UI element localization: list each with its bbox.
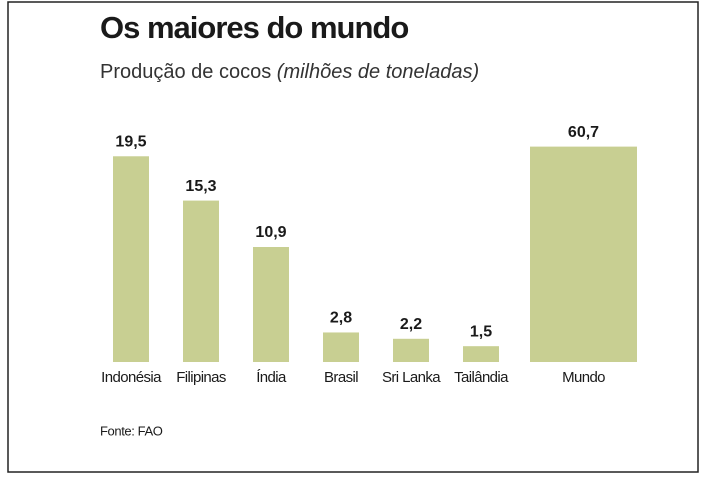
value-label: 19,5 <box>115 133 146 150</box>
bar <box>183 200 219 362</box>
x-tick-label: Índia <box>256 369 287 386</box>
value-label: 2,8 <box>330 310 352 327</box>
bar <box>530 146 637 362</box>
x-tick-label: Sri Lanka <box>382 369 441 386</box>
frame <box>7 1 699 473</box>
value-label: 2,2 <box>400 316 422 333</box>
value-label: 15,3 <box>185 178 216 195</box>
value-label: 60,7 <box>568 124 599 141</box>
chart-subtitle: Produção de cocos (milhões de toneladas) <box>100 61 479 83</box>
x-tick-label: Brasil <box>324 369 358 386</box>
x-tick-label: Indonésia <box>101 369 162 386</box>
source: Fonte: FAO <box>100 423 163 438</box>
bar <box>253 247 289 362</box>
subtitle-unit: (milhões de toneladas) <box>277 61 479 83</box>
x-tick-label: Mundo <box>562 369 605 386</box>
chart-title: Os maiores do mundo <box>100 10 408 45</box>
x-tick-label: Tailândia <box>454 369 509 386</box>
bar <box>393 338 429 362</box>
x-tick-label: Filipinas <box>176 369 226 386</box>
value-label: 10,9 <box>255 224 286 241</box>
subtitle: Produção de cocos <box>100 61 271 83</box>
bar <box>463 346 499 362</box>
value-label: 1,5 <box>470 323 492 340</box>
bar <box>323 332 359 362</box>
bar <box>113 156 149 362</box>
